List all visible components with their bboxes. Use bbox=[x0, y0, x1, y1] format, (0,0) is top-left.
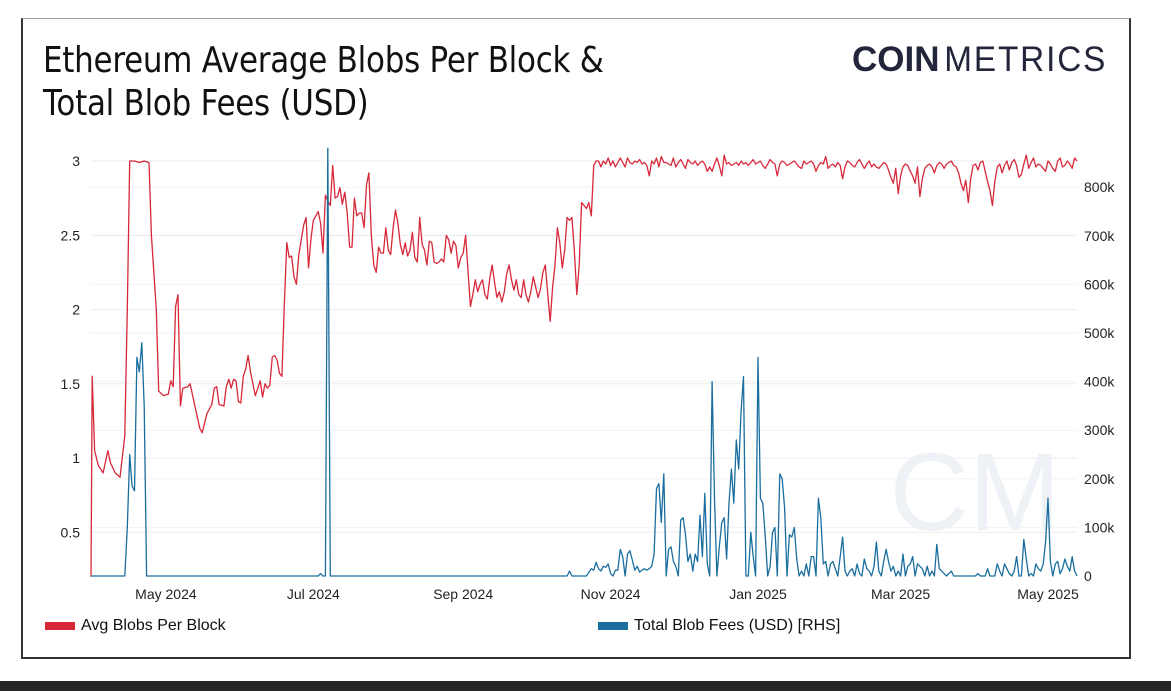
left-axis-ticks: 0.5 1 1.5 2 2.5 3 bbox=[61, 153, 81, 540]
right-axis-ticks: 0 100k 200k 300k 400k 500k 600k 700k 800k bbox=[1084, 179, 1115, 584]
legend-label-blob-fees: Total Blob Fees (USD) [RHS] bbox=[634, 617, 841, 634]
right-tick-label: 0 bbox=[1084, 568, 1092, 584]
legend-item-avg-blobs[interactable]: Avg Blobs Per Block bbox=[45, 617, 226, 635]
x-tick-label: Jan 2025 bbox=[729, 586, 787, 602]
legend-swatch-blue bbox=[598, 622, 628, 630]
legend-swatch-red bbox=[45, 622, 75, 630]
series-lines bbox=[90, 147, 1078, 577]
right-tick-label: 400k bbox=[1084, 374, 1115, 390]
legend-item-blob-fees[interactable]: Total Blob Fees (USD) [RHS] bbox=[598, 617, 840, 635]
watermark: CM bbox=[889, 431, 1060, 554]
left-tick-label: 1 bbox=[72, 450, 80, 466]
right-tick-label: 200k bbox=[1084, 471, 1115, 487]
right-tick-label: 700k bbox=[1084, 228, 1115, 244]
right-tick-label: 100k bbox=[1084, 519, 1115, 535]
left-tick-label: 0.5 bbox=[61, 524, 81, 540]
chart-title: Ethereum Average Blobs Per Block & Total… bbox=[43, 39, 604, 125]
right-tick-label: 600k bbox=[1084, 276, 1115, 292]
legend-label-avg-blobs: Avg Blobs Per Block bbox=[81, 617, 226, 634]
right-tick-label: 300k bbox=[1084, 422, 1115, 438]
gridlines bbox=[91, 160, 1077, 533]
x-tick-label: May 2024 bbox=[135, 586, 197, 602]
series-line-avg-blobs bbox=[90, 154, 1078, 577]
watermark-text: CM bbox=[889, 431, 1060, 554]
left-tick-label: 3 bbox=[72, 153, 80, 169]
x-tick-label: Sep 2024 bbox=[433, 586, 493, 602]
logo-light-text: METRICS bbox=[943, 40, 1107, 79]
coinmetrics-logo: COIN METRICS bbox=[852, 40, 1111, 80]
chart-frame bbox=[21, 18, 1131, 659]
x-axis-ticks: May 2024 Jul 2024 Sep 2024 Nov 2024 Jan 2025… bbox=[135, 586, 1079, 602]
x-tick-label: May 2025 bbox=[1017, 586, 1079, 602]
title-line-2: Total Blob Fees (USD) bbox=[43, 83, 369, 124]
left-tick-label: 2.5 bbox=[61, 227, 81, 243]
right-tick-label: 800k bbox=[1084, 179, 1115, 195]
bottom-dark-band bbox=[0, 681, 1171, 691]
x-tick-label: Mar 2025 bbox=[871, 586, 930, 602]
x-tick-label: Nov 2024 bbox=[581, 586, 641, 602]
left-tick-label: 1.5 bbox=[61, 376, 81, 392]
logo-bold-text: COIN bbox=[852, 40, 940, 79]
title-line-1: Ethereum Average Blobs Per Block & bbox=[43, 40, 604, 81]
right-tick-label: 500k bbox=[1084, 325, 1115, 341]
left-tick-label: 2 bbox=[72, 302, 80, 318]
x-tick-label: Jul 2024 bbox=[287, 586, 340, 602]
series-line-blob-fees bbox=[91, 147, 1078, 577]
